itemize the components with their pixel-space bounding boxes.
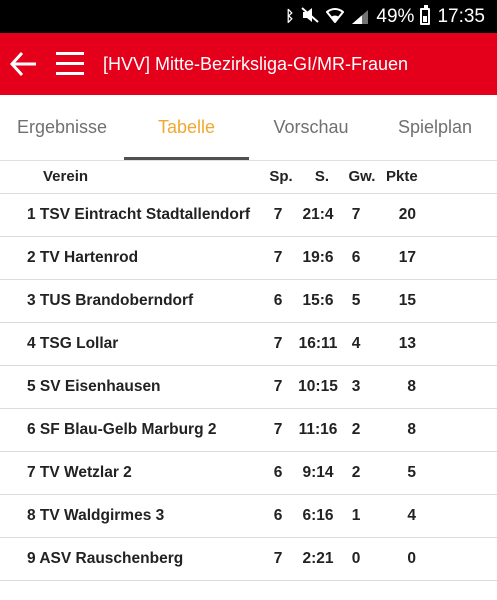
table-row[interactable]: 1 TSV Eintracht Stadtallendorf 7 21:4 7 … — [0, 194, 497, 237]
app-bar: [HVV] Mitte-Bezirksliga-GI/MR-Frauen — [0, 33, 497, 95]
sets: 16:11 — [298, 335, 338, 352]
table-row[interactable]: 4 TSG Lollar 7 16:11 4 13 — [0, 323, 497, 366]
games-played: 7 — [273, 206, 283, 223]
sets: 10:15 — [298, 378, 338, 395]
points: 5 — [407, 464, 416, 481]
tab-spielplan[interactable]: Spielplan — [397, 117, 473, 137]
battery-icon — [420, 5, 431, 25]
games-won: 5 — [351, 292, 361, 309]
points: 17 — [398, 249, 416, 266]
games-won: 2 — [351, 464, 361, 481]
team-name: 3 TUS Brandoberndorf — [27, 292, 194, 309]
team-name: 2 TV Hartenrod — [27, 249, 139, 266]
games-played: 6 — [273, 292, 283, 309]
points: 8 — [407, 421, 416, 438]
games-won: 0 — [351, 550, 361, 567]
team-name: 9 ASV Rauschenberg — [27, 550, 184, 567]
games-won: 4 — [351, 335, 361, 352]
tab-tabelle[interactable]: Tabelle — [157, 117, 216, 137]
header-sp: Sp. — [269, 168, 293, 185]
table-header: Verein Sp. S. Gw. Pkte — [0, 161, 497, 194]
sets: 2:21 — [302, 550, 334, 567]
team-name: 4 TSG Lollar — [27, 335, 119, 352]
signal-icon — [351, 9, 369, 25]
back-arrow-icon — [9, 51, 36, 77]
menu-button[interactable] — [56, 51, 86, 77]
team-name: 1 TSV Eintracht Stadtallendorf — [27, 206, 251, 223]
sets: 11:16 — [298, 421, 338, 438]
games-won: 2 — [351, 421, 361, 438]
games-won: 3 — [351, 378, 361, 395]
games-played: 7 — [273, 550, 283, 567]
bluetooth-icon: ᛒ — [285, 8, 295, 25]
sets: 6:16 — [302, 507, 334, 524]
games-played: 7 — [273, 421, 283, 438]
games-played: 7 — [273, 335, 283, 352]
tab-bar: Ergebnisse Tabelle Vorschau Spielplan — [0, 95, 497, 161]
points: 0 — [407, 550, 416, 567]
table-row[interactable]: 5 SV Eisenhausen 7 10:15 3 8 — [0, 366, 497, 409]
mute-icon — [301, 6, 320, 27]
battery-percent: 49% — [376, 5, 415, 27]
active-tab-indicator — [124, 157, 249, 160]
games-won: 1 — [351, 507, 361, 524]
team-name: 8 TV Waldgirmes 3 — [27, 507, 165, 524]
status-icons: ᛒ 49% 17:35 — [285, 0, 485, 33]
sets: 19:6 — [302, 249, 334, 266]
points: 13 — [398, 335, 416, 352]
team-name: 6 SF Blau-Gelb Marburg 2 — [27, 421, 217, 438]
menu-icon — [56, 62, 84, 65]
status-bar: ᛒ 49% 17:35 — [0, 0, 497, 33]
wifi-icon — [326, 7, 345, 27]
menu-icon — [56, 72, 84, 75]
sets: 21:4 — [302, 206, 334, 223]
sets: 15:6 — [302, 292, 334, 309]
tab-ergebnisse[interactable]: Ergebnisse — [16, 117, 108, 137]
table-row[interactable]: 8 TV Waldgirmes 3 6 6:16 1 4 — [0, 495, 497, 538]
header-verein: Verein — [43, 168, 89, 185]
games-played: 7 — [273, 378, 283, 395]
games-played: 6 — [273, 464, 283, 481]
points: 15 — [398, 292, 416, 309]
games-won: 7 — [351, 206, 361, 223]
sets: 9:14 — [302, 464, 334, 481]
header-gw: Gw. — [348, 168, 376, 185]
page-title: [HVV] Mitte-Bezirksliga-GI/MR-Frauen — [103, 54, 409, 74]
menu-icon — [56, 52, 84, 55]
games-won: 6 — [351, 249, 361, 266]
points: 20 — [398, 206, 416, 223]
back-button[interactable] — [8, 47, 40, 81]
tab-vorschau[interactable]: Vorschau — [273, 117, 349, 137]
table-row[interactable]: 7 TV Wetzlar 2 6 9:14 2 5 — [0, 452, 497, 495]
header-pkte: Pkte — [386, 168, 418, 185]
games-played: 6 — [273, 507, 283, 524]
points: 4 — [407, 507, 416, 524]
header-s: S. — [314, 168, 330, 185]
team-name: 5 SV Eisenhausen — [27, 378, 161, 395]
games-played: 7 — [273, 249, 283, 266]
table-row[interactable]: 3 TUS Brandoberndorf 6 15:6 5 15 — [0, 280, 497, 323]
table-row[interactable]: 6 SF Blau-Gelb Marburg 2 7 11:16 2 8 — [0, 409, 497, 452]
points: 8 — [407, 378, 416, 395]
table-row[interactable]: 9 ASV Rauschenberg 7 2:21 0 0 — [0, 538, 497, 581]
status-time: 17:35 — [437, 5, 485, 27]
team-name: 7 TV Wetzlar 2 — [27, 464, 132, 481]
table-row[interactable]: 2 TV Hartenrod 7 19:6 6 17 — [0, 237, 497, 280]
